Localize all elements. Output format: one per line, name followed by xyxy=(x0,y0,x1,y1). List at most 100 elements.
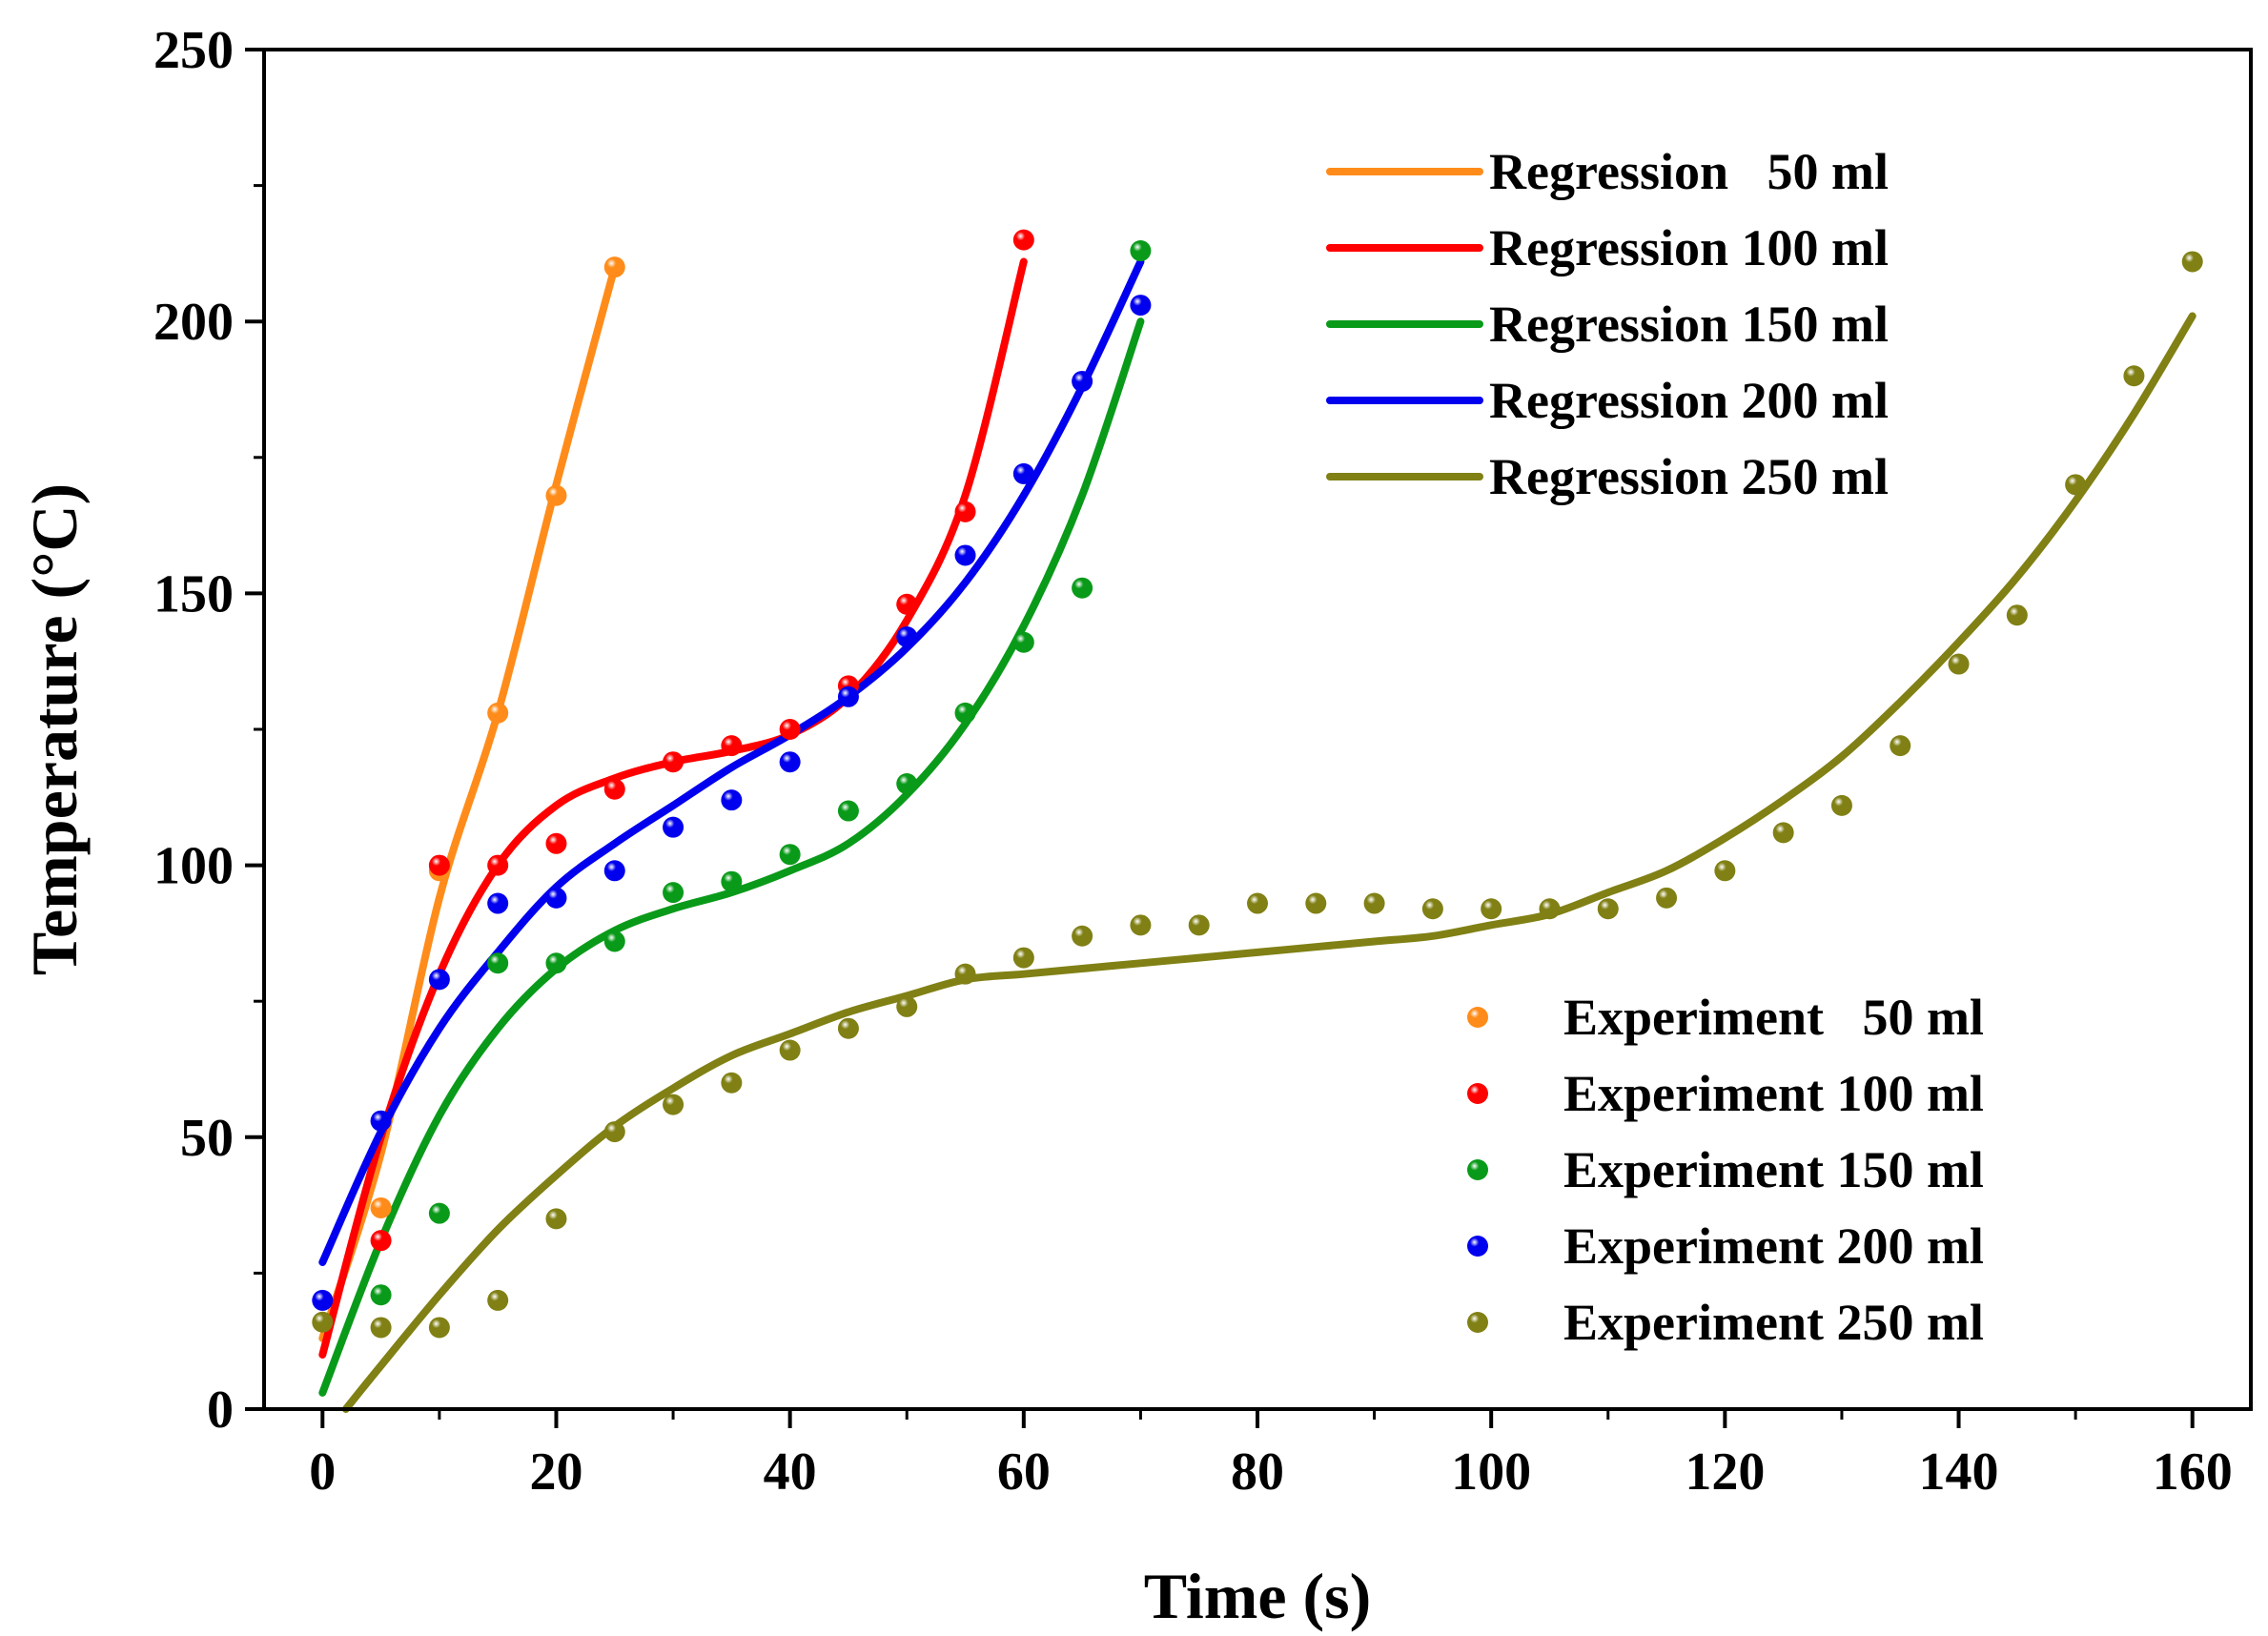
legend-regression-label: Regression 200 ml xyxy=(1489,372,1889,429)
experiment-point-250-ml xyxy=(1072,925,1093,947)
legend-regression-label: Regression 250 ml xyxy=(1489,448,1889,505)
x-tick-label: 160 xyxy=(2153,1442,2233,1502)
experiment-point-150-ml xyxy=(954,702,976,724)
experiment-point-200-ml xyxy=(896,626,918,648)
y-tick-label: 250 xyxy=(153,21,234,80)
experiment-point-250-ml xyxy=(1363,892,1385,914)
y-tick-label: 200 xyxy=(153,293,234,352)
legend-experiment-label: Experiment 50 ml xyxy=(1563,989,1984,1046)
y-axis: 0 50 100 150 200 250 xyxy=(153,21,264,1440)
legend-marker-100-ml xyxy=(1467,1083,1488,1104)
legend-regression-label: Regression 100 ml xyxy=(1489,219,1889,276)
experiment-point-250-ml xyxy=(1481,898,1502,920)
experiment-point-250-ml xyxy=(1539,898,1561,920)
x-axis-title: Time (s) xyxy=(1144,1560,1372,1632)
legend-experiment: Experiment 50 ml Experiment 100 ml Experim… xyxy=(1467,989,1984,1351)
experiment-point-150-ml xyxy=(428,1202,450,1224)
experiment-point-250-ml xyxy=(2123,365,2145,387)
experiment-point-250-ml xyxy=(2181,251,2203,273)
experiment-point-250-ml xyxy=(954,963,976,985)
x-tick-label: 60 xyxy=(997,1442,1051,1502)
experiment-point-200-ml xyxy=(487,892,509,914)
experiment-point-250-ml xyxy=(1948,653,1970,675)
experiment-point-100-ml xyxy=(896,593,918,615)
legend-regression-label: Regression 50 ml xyxy=(1489,143,1889,200)
experiment-point-150-ml xyxy=(487,952,509,974)
legend-experiment-label: Experiment 200 ml xyxy=(1563,1217,1984,1275)
legend-marker-200-ml xyxy=(1467,1236,1488,1257)
experiment-point-50-ml xyxy=(545,484,567,506)
experiment-point-50-ml xyxy=(603,256,625,278)
experiment-point-200-ml xyxy=(837,685,859,707)
experiment-point-200-ml xyxy=(603,860,625,882)
experiment-point-150-ml xyxy=(837,800,859,822)
experiment-point-200-ml xyxy=(428,969,450,991)
experiment-point-200-ml xyxy=(1012,462,1034,484)
experiment-point-250-ml xyxy=(1890,735,1911,757)
experiment-point-200-ml xyxy=(545,887,567,909)
experiment-point-250-ml xyxy=(1305,892,1327,914)
experiment-point-100-ml xyxy=(370,1230,392,1252)
experiment-point-200-ml xyxy=(721,789,743,811)
y-tick-label: 150 xyxy=(153,564,234,624)
experiment-point-250-ml xyxy=(837,1017,859,1039)
experiment-point-100-ml xyxy=(721,735,743,757)
experiment-point-250-ml xyxy=(1830,794,1852,816)
plot-frame xyxy=(262,48,2253,1411)
experiment-point-200-ml xyxy=(779,751,801,773)
experiment-point-250-ml xyxy=(721,1072,743,1094)
experiment-point-100-ml xyxy=(779,719,801,740)
experiment-point-250-ml xyxy=(1188,914,1210,936)
experiment-point-250-ml xyxy=(1656,887,1678,909)
experiment-point-200-ml xyxy=(954,544,976,566)
x-tick-label: 140 xyxy=(1919,1442,1999,1502)
regression-line-150-ml xyxy=(318,317,1145,1397)
experiment-point-250-ml xyxy=(603,1121,625,1143)
experiment-point-250-ml xyxy=(487,1289,509,1311)
legend-regression-label: Regression 150 ml xyxy=(1489,296,1889,353)
experiment-point-100-ml xyxy=(954,501,976,522)
legend-marker-50-ml xyxy=(1467,1007,1488,1028)
experiment-point-50-ml xyxy=(487,702,509,724)
experiment-point-100-ml xyxy=(663,751,684,773)
experiment-point-200-ml xyxy=(312,1289,334,1311)
legend-marker-250-ml xyxy=(1467,1312,1488,1333)
experiment-point-200-ml xyxy=(663,816,684,838)
experiment-point-150-ml xyxy=(603,930,625,952)
experiment-point-250-ml xyxy=(1714,860,1736,882)
legend-experiment-label: Experiment 250 ml xyxy=(1563,1294,1984,1351)
experiment-point-100-ml xyxy=(603,778,625,800)
y-tick-label: 0 xyxy=(207,1380,234,1440)
experiment-point-150-ml xyxy=(1072,577,1093,599)
regression-line-50-ml xyxy=(318,263,619,1342)
experiment-point-250-ml xyxy=(1772,822,1794,844)
experiment-point-250-ml xyxy=(779,1039,801,1061)
experiment-point-250-ml xyxy=(1421,898,1443,920)
experiment-point-250-ml xyxy=(312,1311,334,1333)
experiment-point-150-ml xyxy=(545,952,567,974)
experiment-point-150-ml xyxy=(1130,240,1152,262)
x-tick-label: 20 xyxy=(529,1442,582,1502)
x-tick-label: 100 xyxy=(1451,1442,1531,1502)
experiment-point-100-ml xyxy=(428,854,450,876)
legend-experiment-label: Experiment 150 ml xyxy=(1563,1141,1984,1198)
experiment-point-150-ml xyxy=(779,844,801,866)
experiment-point-250-ml xyxy=(1247,892,1268,914)
experiment-point-250-ml xyxy=(1130,914,1152,936)
experiment-point-100-ml xyxy=(545,832,567,854)
experiment-point-100-ml xyxy=(487,854,509,876)
legend-regression: Regression 50 ml Regression 100 ml Regress… xyxy=(1326,143,1889,505)
experiment-point-250-ml xyxy=(545,1208,567,1230)
regression-line-200-ml xyxy=(318,257,1145,1266)
experiment-point-200-ml xyxy=(370,1110,392,1132)
experiment-points xyxy=(312,229,2203,1339)
experiment-point-150-ml xyxy=(370,1284,392,1306)
experiment-point-250-ml xyxy=(896,995,918,1017)
experiment-point-250-ml xyxy=(2006,604,2028,626)
y-tick-label: 50 xyxy=(180,1109,234,1168)
x-tick-label: 40 xyxy=(764,1442,817,1502)
experiment-point-250-ml xyxy=(428,1317,450,1339)
experiment-point-150-ml xyxy=(663,882,684,904)
experiment-point-250-ml xyxy=(1012,947,1034,969)
